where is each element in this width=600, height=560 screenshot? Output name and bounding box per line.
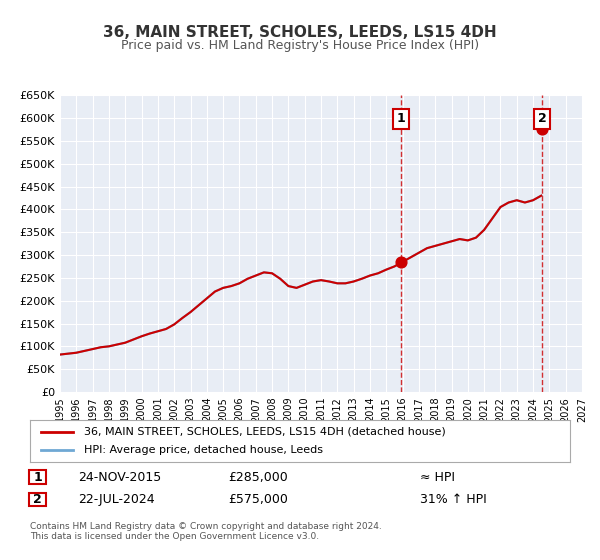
- Text: 1: 1: [397, 113, 406, 125]
- Text: 36, MAIN STREET, SCHOLES, LEEDS, LS15 4DH: 36, MAIN STREET, SCHOLES, LEEDS, LS15 4D…: [103, 25, 497, 40]
- Text: 36, MAIN STREET, SCHOLES, LEEDS, LS15 4DH (detached house): 36, MAIN STREET, SCHOLES, LEEDS, LS15 4D…: [84, 427, 446, 437]
- Text: This data is licensed under the Open Government Licence v3.0.: This data is licensed under the Open Gov…: [30, 532, 319, 541]
- Text: HPI: Average price, detached house, Leeds: HPI: Average price, detached house, Leed…: [84, 445, 323, 455]
- Text: 1: 1: [33, 470, 42, 484]
- Point: [396, 258, 406, 267]
- Text: £575,000: £575,000: [228, 493, 288, 506]
- Text: 31% ↑ HPI: 31% ↑ HPI: [420, 493, 487, 506]
- Text: 22-JUL-2024: 22-JUL-2024: [78, 493, 155, 506]
- Text: Price paid vs. HM Land Registry's House Price Index (HPI): Price paid vs. HM Land Registry's House …: [121, 39, 479, 52]
- Text: ≈ HPI: ≈ HPI: [420, 470, 455, 484]
- Text: 24-NOV-2015: 24-NOV-2015: [78, 470, 161, 484]
- Point: [537, 125, 547, 134]
- Text: 2: 2: [538, 113, 547, 125]
- Text: 2: 2: [33, 493, 42, 506]
- Text: Contains HM Land Registry data © Crown copyright and database right 2024.: Contains HM Land Registry data © Crown c…: [30, 522, 382, 531]
- Text: £285,000: £285,000: [228, 470, 288, 484]
